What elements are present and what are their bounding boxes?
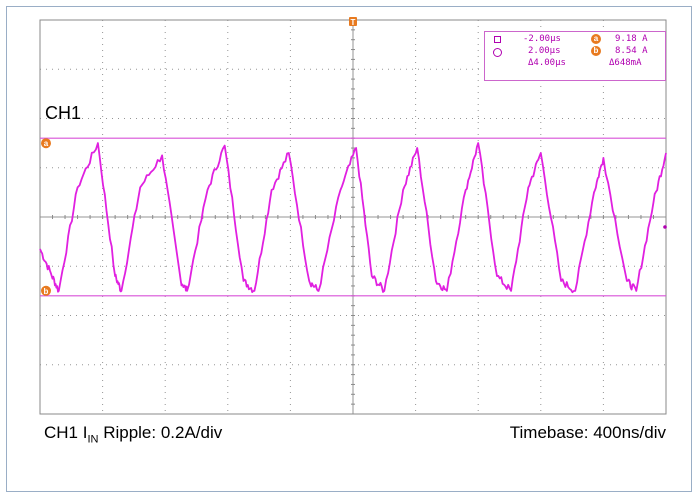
caption-suffix: Ripple: 0.2A/div (98, 423, 223, 442)
timebase-caption: Timebase: 400ns/div (509, 423, 666, 442)
time-cursor-b-icon (493, 48, 502, 57)
time-cursor-a-icon (494, 36, 501, 43)
level-marker-a-circle (41, 138, 51, 149)
cursor-level-b: 8.54 A (615, 46, 648, 56)
level-marker-b-circle (41, 285, 51, 296)
cursor-level-a: 9.18 A (615, 34, 648, 44)
cursor-delta-level: Δ648mA (609, 58, 642, 68)
caption-subscript: IN (87, 433, 99, 446)
markers: abT (41, 17, 667, 296)
level-cursor-b-badge: b (591, 46, 601, 56)
caption-prefix: CH1 I (44, 423, 88, 442)
cursor-delta-time: Δ4.00µs (528, 58, 566, 68)
trigger-marker-letter: T (351, 18, 356, 27)
level-marker-b-letter: b (44, 287, 49, 296)
cursor-readout-panel: -2.00µs 2.00µs Δ4.00µs a b 9.18 A 8.54 A… (484, 31, 666, 81)
waveform-polyline (39, 142, 667, 294)
channel-label: CH1 (45, 103, 82, 123)
cursor-time-b: 2.00µs (528, 46, 561, 56)
trigger-marker-box (349, 17, 357, 26)
right-edge-dot (663, 225, 667, 229)
cursor-time-a: -2.00µs (523, 34, 561, 44)
figure-frame (6, 6, 692, 492)
waveform-trace (39, 142, 667, 294)
cursor-lines (40, 137, 666, 297)
level-cursor-a-badge: a (591, 34, 601, 44)
level-marker-a-letter: a (44, 139, 49, 148)
channel-scale-caption: CH1 IIN Ripple: 0.2A/div (44, 423, 222, 445)
